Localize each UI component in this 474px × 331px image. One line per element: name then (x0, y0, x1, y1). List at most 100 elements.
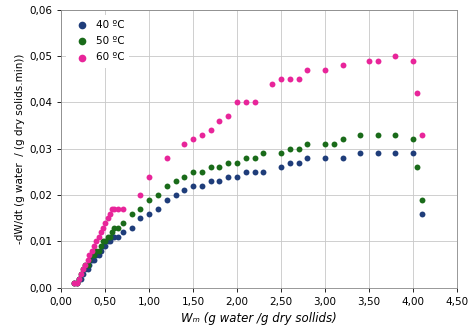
50 ºC (418, 197, 426, 202)
50 ºC (75, 276, 82, 281)
50 ºC (374, 132, 382, 137)
40 ºC (97, 248, 105, 254)
40 ºC (286, 160, 293, 165)
50 ºC (80, 267, 87, 272)
50 ºC (137, 206, 144, 212)
60 ºC (95, 234, 103, 240)
50 ºC (104, 234, 111, 240)
60 ºC (104, 215, 111, 221)
50 ºC (92, 248, 100, 254)
40 ºC (75, 276, 82, 281)
50 ºC (97, 244, 105, 249)
60 ºC (163, 155, 171, 161)
50 ºC (295, 146, 302, 151)
40 ºC (86, 262, 93, 267)
40 ºC (321, 155, 329, 161)
50 ºC (260, 151, 267, 156)
40 ºC (73, 281, 81, 286)
50 ºC (154, 192, 162, 198)
50 ºC (198, 169, 206, 174)
50 ºC (225, 160, 232, 165)
40 ºC (115, 234, 122, 240)
60 ºC (189, 137, 197, 142)
40 ºC (146, 211, 153, 216)
50 ºC (172, 178, 179, 184)
60 ºC (295, 76, 302, 82)
40 ºC (163, 197, 171, 202)
50 ºC (84, 262, 91, 267)
60 ºC (198, 132, 206, 137)
50 ºC (81, 262, 89, 267)
40 ºC (172, 192, 179, 198)
60 ºC (374, 58, 382, 63)
50 ºC (110, 225, 118, 230)
40 ºC (277, 165, 285, 170)
50 ºC (163, 183, 171, 188)
40 ºC (109, 234, 116, 240)
60 ºC (115, 206, 122, 212)
50 ºC (321, 141, 329, 147)
60 ºC (110, 206, 118, 212)
40 ºC (92, 253, 100, 258)
60 ºC (75, 276, 82, 281)
50 ºC (86, 258, 93, 263)
Y-axis label: -dW/dt (g water  / (g dry solids.min)): -dW/dt (g water / (g dry solids.min)) (15, 54, 25, 244)
50 ºC (392, 132, 399, 137)
60 ºC (100, 225, 107, 230)
60 ºC (73, 281, 81, 286)
60 ºC (339, 63, 346, 68)
40 ºC (198, 183, 206, 188)
Legend: 40 ºC, 50 ºC, 60 ºC: 40 ºC, 50 ºC, 60 ºC (66, 15, 129, 68)
50 ºC (242, 155, 250, 161)
40 ºC (207, 178, 215, 184)
50 ºC (330, 141, 337, 147)
60 ºC (216, 118, 223, 123)
40 ºC (119, 230, 127, 235)
40 ºC (77, 276, 84, 281)
60 ºC (365, 58, 373, 63)
40 ºC (154, 206, 162, 212)
40 ºC (392, 151, 399, 156)
50 ºC (189, 169, 197, 174)
60 ºC (304, 67, 311, 72)
50 ºC (277, 151, 285, 156)
50 ºC (88, 253, 96, 258)
50 ºC (115, 225, 122, 230)
40 ºC (242, 169, 250, 174)
50 ºC (90, 253, 98, 258)
60 ºC (413, 90, 421, 96)
50 ºC (100, 239, 107, 244)
60 ºC (81, 262, 89, 267)
60 ºC (109, 206, 116, 212)
40 ºC (101, 244, 109, 249)
40 ºC (181, 188, 188, 193)
60 ºC (97, 230, 105, 235)
40 ºC (90, 258, 98, 263)
50 ºC (101, 239, 109, 244)
50 ºC (233, 160, 241, 165)
40 ºC (71, 281, 78, 286)
50 ºC (216, 165, 223, 170)
40 ºC (95, 253, 103, 258)
50 ºC (128, 211, 136, 216)
50 ºC (77, 271, 84, 277)
40 ºC (189, 183, 197, 188)
60 ºC (242, 100, 250, 105)
60 ºC (90, 244, 98, 249)
60 ºC (277, 76, 285, 82)
40 ºC (104, 239, 111, 244)
40 ºC (80, 271, 87, 277)
40 ºC (233, 174, 241, 179)
60 ºC (106, 211, 113, 216)
50 ºC (73, 281, 81, 286)
40 ºC (251, 169, 258, 174)
60 ºC (321, 67, 329, 72)
40 ºC (84, 267, 91, 272)
60 ºC (233, 100, 241, 105)
60 ºC (137, 192, 144, 198)
50 ºC (109, 230, 116, 235)
40 ºC (374, 151, 382, 156)
40 ºC (356, 151, 364, 156)
40 ºC (106, 239, 113, 244)
60 ºC (146, 174, 153, 179)
